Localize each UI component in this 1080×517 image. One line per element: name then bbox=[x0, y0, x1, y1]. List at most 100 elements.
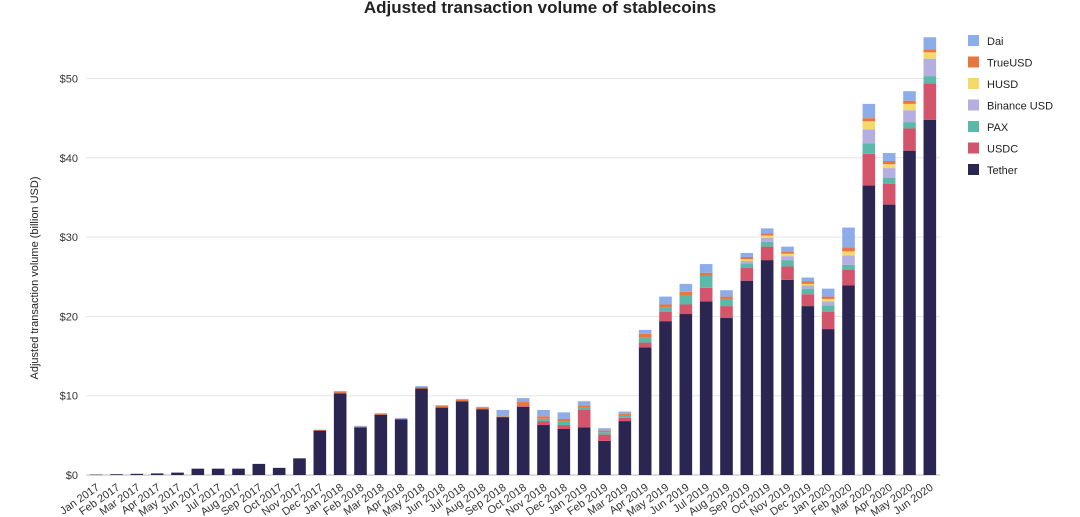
bar-segment bbox=[618, 417, 632, 422]
legend-swatch bbox=[968, 78, 979, 89]
bars bbox=[89, 37, 937, 476]
bar-segment bbox=[577, 409, 591, 428]
bar-segment bbox=[191, 468, 205, 475]
bar-segment bbox=[760, 237, 774, 242]
bar-segment bbox=[293, 458, 306, 475]
bar-stack bbox=[455, 398, 469, 475]
bar-segment bbox=[842, 285, 855, 475]
bar-segment bbox=[821, 301, 835, 306]
bar-segment bbox=[821, 305, 835, 312]
bar-segment bbox=[130, 473, 144, 475]
bar-segment bbox=[354, 427, 367, 475]
bar-segment bbox=[862, 121, 876, 130]
bar-stack bbox=[110, 474, 123, 475]
bar-segment bbox=[699, 301, 713, 475]
bar-segment bbox=[659, 296, 672, 305]
bar-stack bbox=[354, 425, 367, 475]
bar-segment bbox=[232, 468, 245, 475]
bar-segment bbox=[801, 281, 815, 284]
bar-segment bbox=[699, 272, 713, 276]
bar-segment bbox=[923, 49, 937, 53]
bar-segment bbox=[415, 386, 428, 387]
bar-segment bbox=[882, 204, 896, 475]
bar-segment bbox=[801, 283, 815, 286]
bar-segment bbox=[781, 253, 794, 257]
bar-segment bbox=[577, 427, 591, 475]
bar-segment bbox=[842, 227, 855, 248]
bar-segment bbox=[781, 260, 794, 267]
bar-stack bbox=[537, 409, 550, 475]
bar-segment bbox=[537, 409, 550, 417]
bar-segment bbox=[821, 329, 835, 475]
bar-segment bbox=[720, 290, 733, 297]
bar-segment bbox=[679, 304, 693, 315]
bar-segment bbox=[659, 304, 672, 308]
bar-stack bbox=[821, 288, 835, 475]
bar-stack bbox=[252, 463, 266, 475]
bar-segment bbox=[740, 280, 754, 475]
bar-segment bbox=[150, 473, 164, 475]
bar-segment bbox=[740, 259, 754, 261]
bar-segment bbox=[882, 160, 896, 165]
bar-segment bbox=[374, 413, 388, 415]
legend-swatch bbox=[968, 99, 979, 111]
bar-segment bbox=[435, 405, 449, 407]
bar-segment bbox=[537, 421, 550, 426]
bar-segment bbox=[211, 468, 225, 475]
bar-stack bbox=[577, 401, 591, 475]
bar-segment bbox=[862, 143, 876, 154]
bar-stack bbox=[598, 428, 611, 475]
bar-segment bbox=[577, 401, 591, 406]
bar-segment bbox=[740, 268, 754, 281]
bar-segment bbox=[455, 398, 469, 400]
bar-segment bbox=[923, 119, 937, 476]
bar-segment bbox=[821, 296, 835, 299]
bar-stack bbox=[740, 252, 754, 475]
bar-segment bbox=[699, 264, 713, 273]
bar-segment bbox=[598, 428, 611, 431]
bar-stack bbox=[903, 91, 916, 475]
bar-stack bbox=[760, 228, 774, 475]
bar-segment bbox=[659, 321, 672, 475]
bar-segment bbox=[476, 406, 489, 408]
bar-stack bbox=[232, 468, 245, 475]
bar-segment bbox=[720, 298, 733, 307]
bar-segment bbox=[760, 228, 774, 234]
bar-segment bbox=[842, 255, 855, 265]
y-tick-label: $40 bbox=[60, 153, 78, 165]
bar-segment bbox=[903, 128, 916, 151]
bar-stack bbox=[171, 472, 184, 475]
legend-label: Tether bbox=[987, 165, 1018, 177]
bar-segment bbox=[537, 416, 550, 419]
bar-segment bbox=[557, 425, 571, 430]
bar-segment bbox=[354, 425, 367, 427]
y-tick-label: $0 bbox=[66, 470, 78, 482]
bar-segment bbox=[679, 291, 693, 295]
bar-stack bbox=[659, 296, 672, 475]
bar-stack bbox=[882, 153, 896, 475]
y-tick-label: $20 bbox=[60, 311, 78, 323]
bar-segment bbox=[862, 185, 876, 475]
bar-segment bbox=[598, 440, 611, 475]
bar-segment bbox=[171, 472, 184, 475]
bar-segment bbox=[313, 429, 327, 431]
bar-segment bbox=[537, 425, 550, 475]
bar-segment bbox=[110, 474, 123, 475]
legend-label: HUSD bbox=[987, 79, 1018, 91]
bar-stack bbox=[842, 227, 855, 475]
bar-segment bbox=[781, 256, 794, 261]
bar-stack bbox=[191, 468, 205, 475]
bar-segment bbox=[374, 413, 388, 414]
legend-item: Binance USD bbox=[968, 99, 1053, 113]
bar-segment bbox=[923, 83, 937, 120]
bar-segment bbox=[923, 58, 937, 77]
bar-stack bbox=[720, 290, 733, 475]
bar-segment bbox=[801, 288, 815, 295]
bar-segment bbox=[333, 391, 347, 394]
bar-segment bbox=[760, 246, 774, 261]
bar-segment bbox=[781, 266, 794, 280]
bar-segment bbox=[720, 317, 733, 475]
bar-segment bbox=[598, 434, 611, 441]
